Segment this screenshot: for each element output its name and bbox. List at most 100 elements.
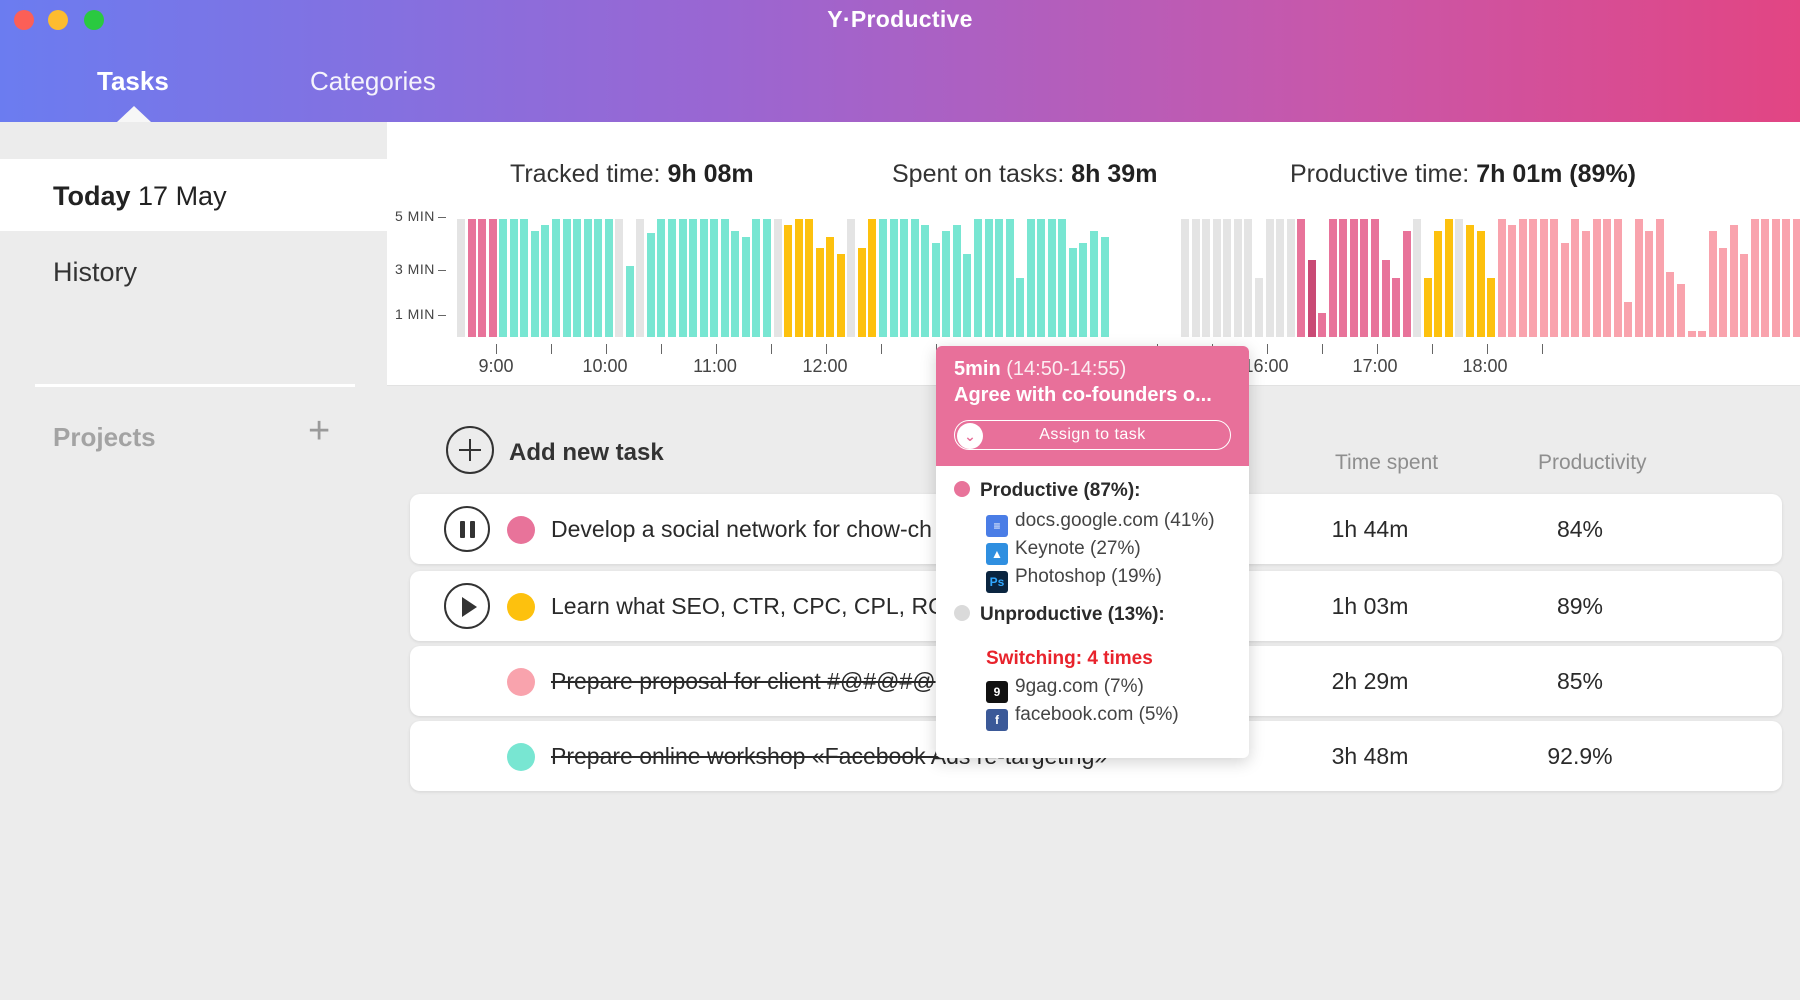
activity-bar[interactable] <box>1371 219 1379 337</box>
activity-bar[interactable] <box>1655 219 1664 337</box>
activity-bar[interactable] <box>1571 219 1580 337</box>
activity-bar[interactable] <box>1676 284 1685 337</box>
activity-bar[interactable] <box>784 225 793 337</box>
activity-bar[interactable] <box>1613 219 1622 337</box>
activity-bar[interactable] <box>1058 219 1067 337</box>
sidebar-item-history[interactable]: History <box>53 257 138 287</box>
activity-bar[interactable] <box>1413 219 1422 337</box>
activity-bar[interactable] <box>625 266 634 337</box>
activity-bar[interactable] <box>1392 278 1401 337</box>
activity-bar[interactable] <box>889 219 898 337</box>
activity-bar[interactable] <box>952 225 961 337</box>
activity-bar[interactable] <box>1708 231 1717 337</box>
activity-bar[interactable] <box>488 219 497 337</box>
activity-bar[interactable] <box>1244 219 1253 337</box>
activity-bar[interactable] <box>762 219 771 337</box>
activity-bar[interactable] <box>805 219 814 337</box>
activity-bar[interactable] <box>1740 254 1749 337</box>
activity-bar[interactable] <box>710 219 719 337</box>
activity-bar[interactable] <box>699 219 708 337</box>
task-name[interactable]: Learn what SEO, CTR, CPC, CPL, ROI <box>551 593 953 619</box>
activity-bar[interactable] <box>1265 219 1274 337</box>
pause-button[interactable] <box>444 506 490 552</box>
activity-bar[interactable] <box>1047 219 1056 337</box>
activity-bar[interactable] <box>1005 219 1014 337</box>
add-task-button[interactable] <box>446 426 494 474</box>
close-window-button[interactable] <box>14 10 34 30</box>
activity-bar[interactable] <box>678 219 687 337</box>
activity-bar[interactable] <box>1360 219 1369 337</box>
activity-bar[interactable] <box>910 219 919 337</box>
activity-bar[interactable] <box>1100 237 1109 337</box>
activity-bar[interactable] <box>794 219 803 337</box>
activity-bar[interactable] <box>1465 225 1474 337</box>
activity-bar[interactable] <box>752 219 761 337</box>
activity-bar[interactable] <box>963 254 972 337</box>
task-name[interactable]: Develop a social network for chow-ch <box>551 516 932 542</box>
activity-bar[interactable] <box>1782 219 1791 337</box>
activity-bar[interactable] <box>562 219 571 337</box>
activity-bar[interactable] <box>1497 219 1506 337</box>
activity-bar[interactable] <box>467 219 476 337</box>
activity-bar[interactable] <box>520 219 529 337</box>
activity-bar[interactable] <box>1761 219 1770 337</box>
activity-bar[interactable] <box>583 219 592 337</box>
activity-bar[interactable] <box>868 219 877 337</box>
activity-bar[interactable] <box>594 219 603 337</box>
activity-bar[interactable] <box>1455 219 1464 337</box>
activity-bar[interactable] <box>1539 219 1548 337</box>
activity-bar[interactable] <box>509 219 518 337</box>
activity-bar[interactable] <box>1026 219 1035 337</box>
activity-bar[interactable] <box>1349 219 1358 337</box>
activity-bar[interactable] <box>931 243 940 337</box>
activity-bar[interactable] <box>1634 219 1643 337</box>
activity-bar[interactable] <box>499 219 508 337</box>
activity-bar[interactable] <box>1529 219 1538 337</box>
activity-bar[interactable] <box>1233 219 1242 337</box>
activity-bar[interactable] <box>1318 313 1327 337</box>
activity-bar[interactable] <box>741 237 750 337</box>
column-header-time-spent[interactable]: Time spent <box>1335 451 1439 474</box>
activity-bar[interactable] <box>1550 219 1559 337</box>
activity-bar[interactable] <box>1212 219 1221 337</box>
activity-bar[interactable] <box>668 219 676 337</box>
activity-bar[interactable] <box>1297 219 1306 337</box>
activity-bar[interactable] <box>1090 231 1098 337</box>
task-name[interactable]: Prepare proposal for client #@#@#@ <box>551 668 936 694</box>
activity-bar[interactable] <box>1068 248 1077 337</box>
minimize-window-button[interactable] <box>48 10 68 30</box>
assign-to-task-button[interactable]: ⌄ Assign to task <box>954 420 1231 450</box>
activity-bar[interactable] <box>457 219 465 337</box>
activity-bar[interactable] <box>1603 219 1612 337</box>
activity-bar[interactable] <box>1560 243 1569 337</box>
add-task-label[interactable]: Add new task <box>509 439 664 466</box>
activity-bar[interactable] <box>1592 219 1601 337</box>
activity-bar[interactable] <box>995 219 1004 337</box>
activity-bar[interactable] <box>551 219 560 337</box>
activity-bar[interactable] <box>1339 219 1348 337</box>
activity-bar[interactable] <box>1793 219 1800 337</box>
tab-tasks[interactable]: Tasks <box>97 66 169 96</box>
activity-bar[interactable] <box>1645 231 1654 337</box>
activity-bar[interactable] <box>1276 219 1285 337</box>
activity-bar[interactable] <box>1487 278 1496 337</box>
activity-bar[interactable] <box>921 225 930 337</box>
activity-bar[interactable] <box>984 219 993 337</box>
activity-bar[interactable] <box>689 219 698 337</box>
activity-bar[interactable] <box>773 219 782 337</box>
activity-bar[interactable] <box>1666 272 1675 337</box>
activity-bar[interactable] <box>1423 278 1432 337</box>
activity-bar[interactable] <box>1582 231 1590 337</box>
activity-bar[interactable] <box>1286 219 1295 337</box>
activity-bar[interactable] <box>657 219 666 337</box>
activity-bar[interactable] <box>1687 331 1696 337</box>
activity-bar[interactable] <box>1518 219 1527 337</box>
activity-bar[interactable] <box>973 219 982 337</box>
activity-bar[interactable] <box>1254 278 1263 337</box>
activity-bar[interactable] <box>615 219 624 337</box>
maximize-window-button[interactable] <box>84 10 104 30</box>
column-header-productivity[interactable]: Productivity <box>1538 451 1647 474</box>
activity-bar[interactable] <box>1750 219 1759 337</box>
activity-bar[interactable] <box>1037 219 1046 337</box>
activity-bar[interactable] <box>530 231 539 337</box>
